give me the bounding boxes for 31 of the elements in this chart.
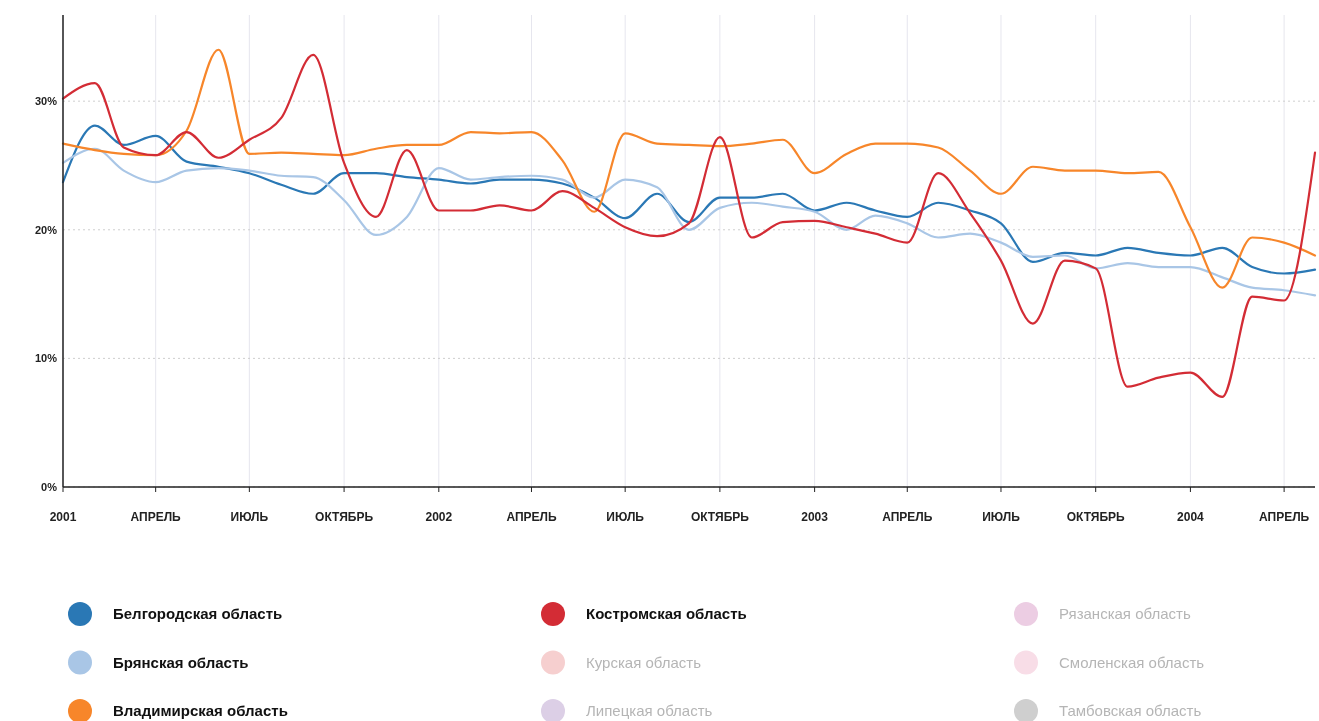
x-tick-label: ИЮЛЬ xyxy=(982,510,1021,524)
y-tick-label: 20% xyxy=(34,223,58,236)
legend-label: Брянская область xyxy=(113,653,249,671)
x-tick-label: ИЮЛЬ xyxy=(606,510,645,524)
legend-label: Липецкая область xyxy=(586,702,713,719)
line-series xyxy=(61,147,1317,297)
x-tick-label: ОКТЯБРЬ xyxy=(315,510,374,524)
line-series xyxy=(61,48,1317,289)
legend-label: Смоленская область xyxy=(1059,653,1205,671)
x-tick-label: АПРЕЛЬ xyxy=(506,510,557,524)
x-tick-label: АПРЕЛЬ xyxy=(130,510,182,524)
legend-label: Рязанская область xyxy=(1059,605,1191,622)
x-tick-label: 2001 xyxy=(49,510,77,524)
y-tick-label: 30% xyxy=(34,95,58,108)
legend-label: Курская область xyxy=(586,653,702,671)
legend-label: Костромская область xyxy=(586,605,747,622)
x-tick-label: ОКТЯБРЬ xyxy=(1066,510,1126,524)
legend-label: Владимирская область xyxy=(113,702,288,719)
line-series xyxy=(61,124,1317,275)
x-tick-label: ИЮЛЬ xyxy=(230,510,269,524)
y-tick-label: 10% xyxy=(34,352,58,365)
x-tick-label: 2002 xyxy=(425,510,453,524)
legend-label: Тамбовская область xyxy=(1059,702,1202,719)
line-series xyxy=(61,53,1317,399)
x-tick-label: АПРЕЛЬ xyxy=(1259,510,1310,524)
legend-label: Белгородская область xyxy=(113,605,283,622)
x-tick-label: ОКТЯБРЬ xyxy=(690,510,750,524)
y-tick-label: 0% xyxy=(41,481,58,493)
x-tick-label: 2004 xyxy=(1177,510,1205,524)
x-tick-label: 2003 xyxy=(801,510,829,524)
x-tick-label: АПРЕЛЬ xyxy=(882,510,933,524)
